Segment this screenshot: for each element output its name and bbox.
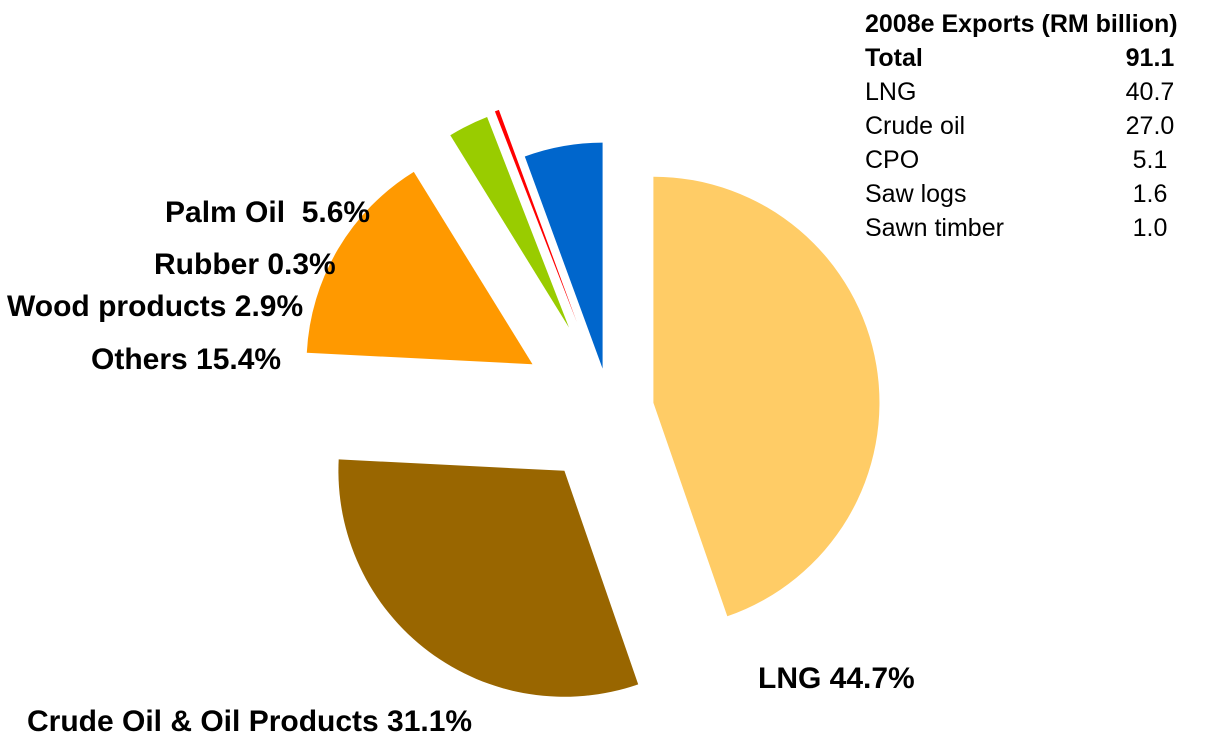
table-row-cpo: CPO 5.1 <box>865 143 1215 177</box>
row-label: CPO <box>865 146 920 174</box>
slice-label-lng: LNG 44.7% <box>758 662 915 695</box>
row-label: LNG <box>865 78 917 106</box>
row-value: 40.7 <box>1125 78 1175 106</box>
slice-label-others: Others 15.4% <box>91 343 281 376</box>
row-label: Saw logs <box>865 180 967 208</box>
table-row-lng: LNG 40.7 <box>865 75 1215 109</box>
slice-label-crude-oil: Crude Oil & Oil Products 31.1% <box>27 705 472 738</box>
row-label: Total <box>865 44 923 72</box>
pie-slice-palm-oil <box>524 142 603 369</box>
row-value: 27.0 <box>1125 112 1175 140</box>
table-row-sawn-timber: Sawn timber 1.0 <box>865 211 1215 245</box>
pie-slice-crude-oil <box>338 459 639 697</box>
slice-label-rubber: Rubber 0.3% <box>154 248 336 281</box>
slice-label-palm-oil: Palm Oil 5.6% <box>165 196 370 229</box>
pie-slice-rubber <box>494 109 577 323</box>
slice-label-wood-products: Wood products 2.9% <box>7 290 303 323</box>
exports-table-title: 2008e Exports (RM billion) <box>865 10 1178 38</box>
row-value: 91.1 <box>1125 44 1175 72</box>
table-row-total: Total 91.1 <box>865 41 1215 75</box>
row-label: Sawn timber <box>865 214 1004 242</box>
pie-slice-wood-products <box>450 117 569 328</box>
exports-table: 2008e Exports (RM billion) Total 91.1 LN… <box>865 7 1215 245</box>
row-value: 1.0 <box>1132 214 1168 242</box>
table-row-crude-oil: Crude oil 27.0 <box>865 109 1215 143</box>
table-row-saw-logs: Saw logs 1.6 <box>865 177 1215 211</box>
row-label: Crude oil <box>865 112 966 140</box>
pie-slice-others <box>306 171 533 365</box>
row-value: 5.1 <box>1132 146 1168 174</box>
row-value: 1.6 <box>1132 180 1168 208</box>
pie-slice-lng <box>653 176 880 617</box>
